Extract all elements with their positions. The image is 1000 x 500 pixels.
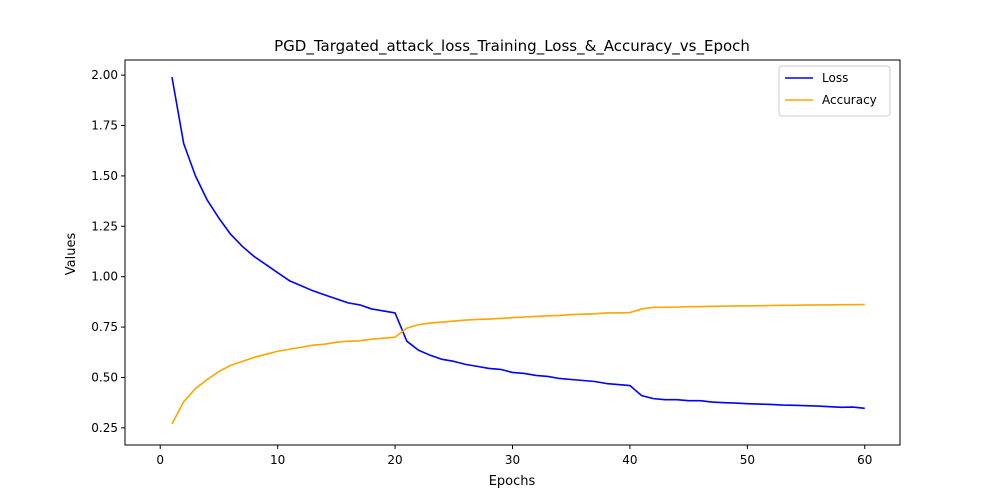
- y-tick-label: 1.00: [91, 270, 118, 284]
- x-tick-label: 30: [505, 453, 520, 467]
- x-tick-label: 0: [156, 453, 164, 467]
- x-tick-label: 60: [857, 453, 872, 467]
- x-tick-label: 20: [387, 453, 402, 467]
- x-tick-label: 50: [740, 453, 755, 467]
- series-line-loss: [171, 76, 865, 410]
- y-tick-label: 1.25: [91, 219, 118, 233]
- x-tick-label: 40: [622, 453, 637, 467]
- legend-label-loss: Loss: [822, 71, 848, 85]
- legend-label-accuracy: Accuracy: [822, 93, 877, 107]
- series-line-accuracy: [171, 303, 865, 425]
- legend: Loss Accuracy: [778, 65, 891, 117]
- x-tick-label: 10: [270, 453, 285, 467]
- y-tick-label: 0.25: [91, 421, 118, 435]
- y-tick-label: 1.75: [91, 119, 118, 133]
- y-tick-label: 0.50: [91, 370, 118, 384]
- y-axis-label: Values: [64, 233, 79, 276]
- y-tick-label: 1.50: [91, 169, 118, 183]
- y-tick-label: 0.75: [91, 320, 118, 334]
- chart-title: PGD_Targated_attack_loss_Training_Loss_&…: [274, 37, 750, 56]
- plot-area: 0 10 20 30 40 50 60 0.25 0.50 0.75 1.00 1.25 1.50 1.7…: [91, 59, 901, 467]
- x-axis-label: Epochs: [489, 474, 536, 489]
- y-tick-label: 2.00: [91, 68, 118, 82]
